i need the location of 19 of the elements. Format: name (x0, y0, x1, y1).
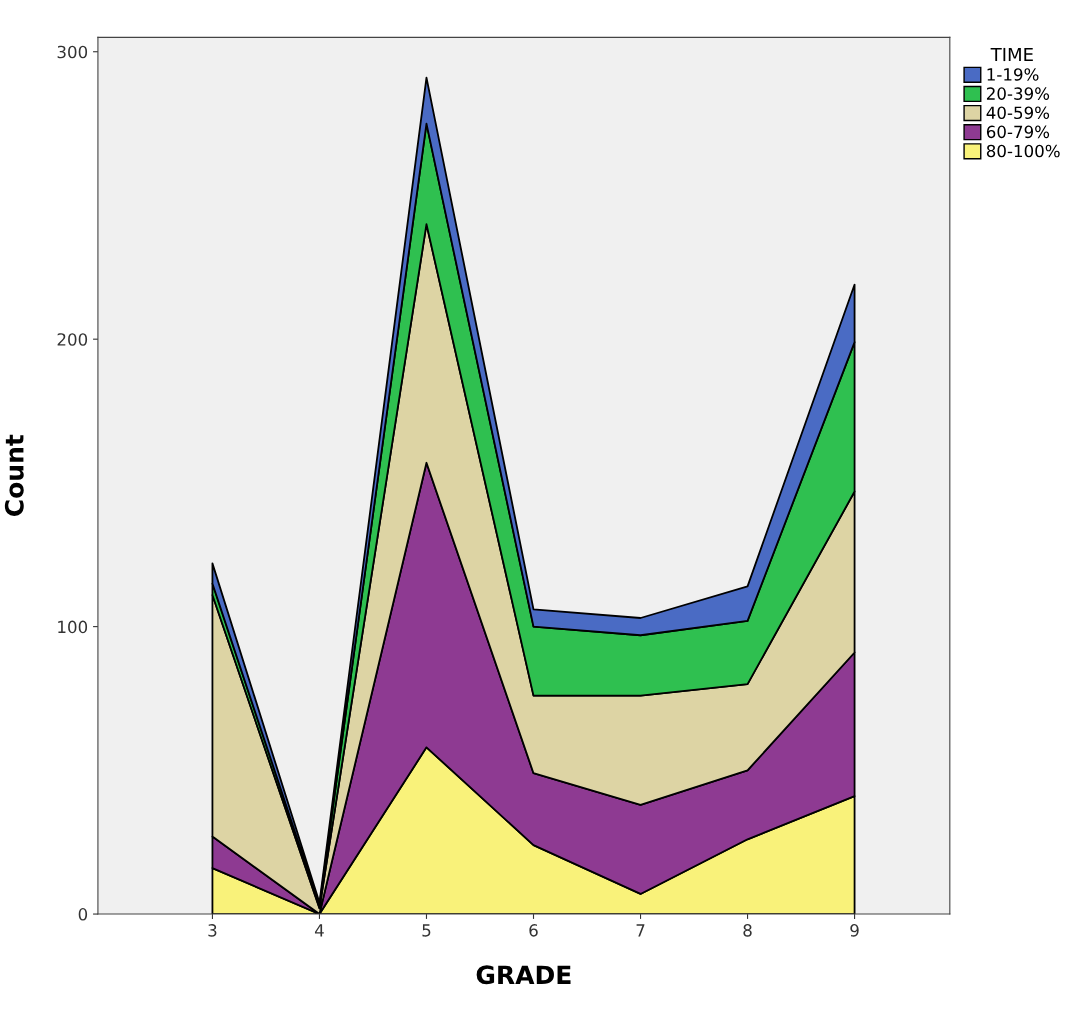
x-tick-label: 4 (314, 924, 324, 937)
y-tick-label: 300 (57, 45, 88, 59)
y-axis-title: Count (4, 434, 24, 516)
legend-label: 1-19% (987, 68, 1039, 81)
x-tick-label: 3 (208, 924, 217, 937)
legend-label: 20-39% (986, 87, 1050, 100)
legend-label: 40-59% (986, 106, 1050, 120)
y-tick-label: 200 (57, 333, 88, 346)
legend-label: 60-79% (986, 125, 1050, 139)
x-tick-label: 8 (743, 924, 752, 937)
x-tick-label: 6 (529, 924, 538, 937)
y-tick-label: 0 (78, 908, 88, 921)
y-tick-label: 100 (58, 620, 88, 634)
x-tick-label: 9 (850, 924, 859, 937)
x-tick-label: 5 (422, 924, 431, 937)
legend-label: 80-100% (986, 144, 1060, 158)
legend-title: TIME (990, 47, 1033, 62)
x-tick-label: 7 (636, 924, 645, 937)
x-axis-title: GRADE (476, 965, 571, 985)
